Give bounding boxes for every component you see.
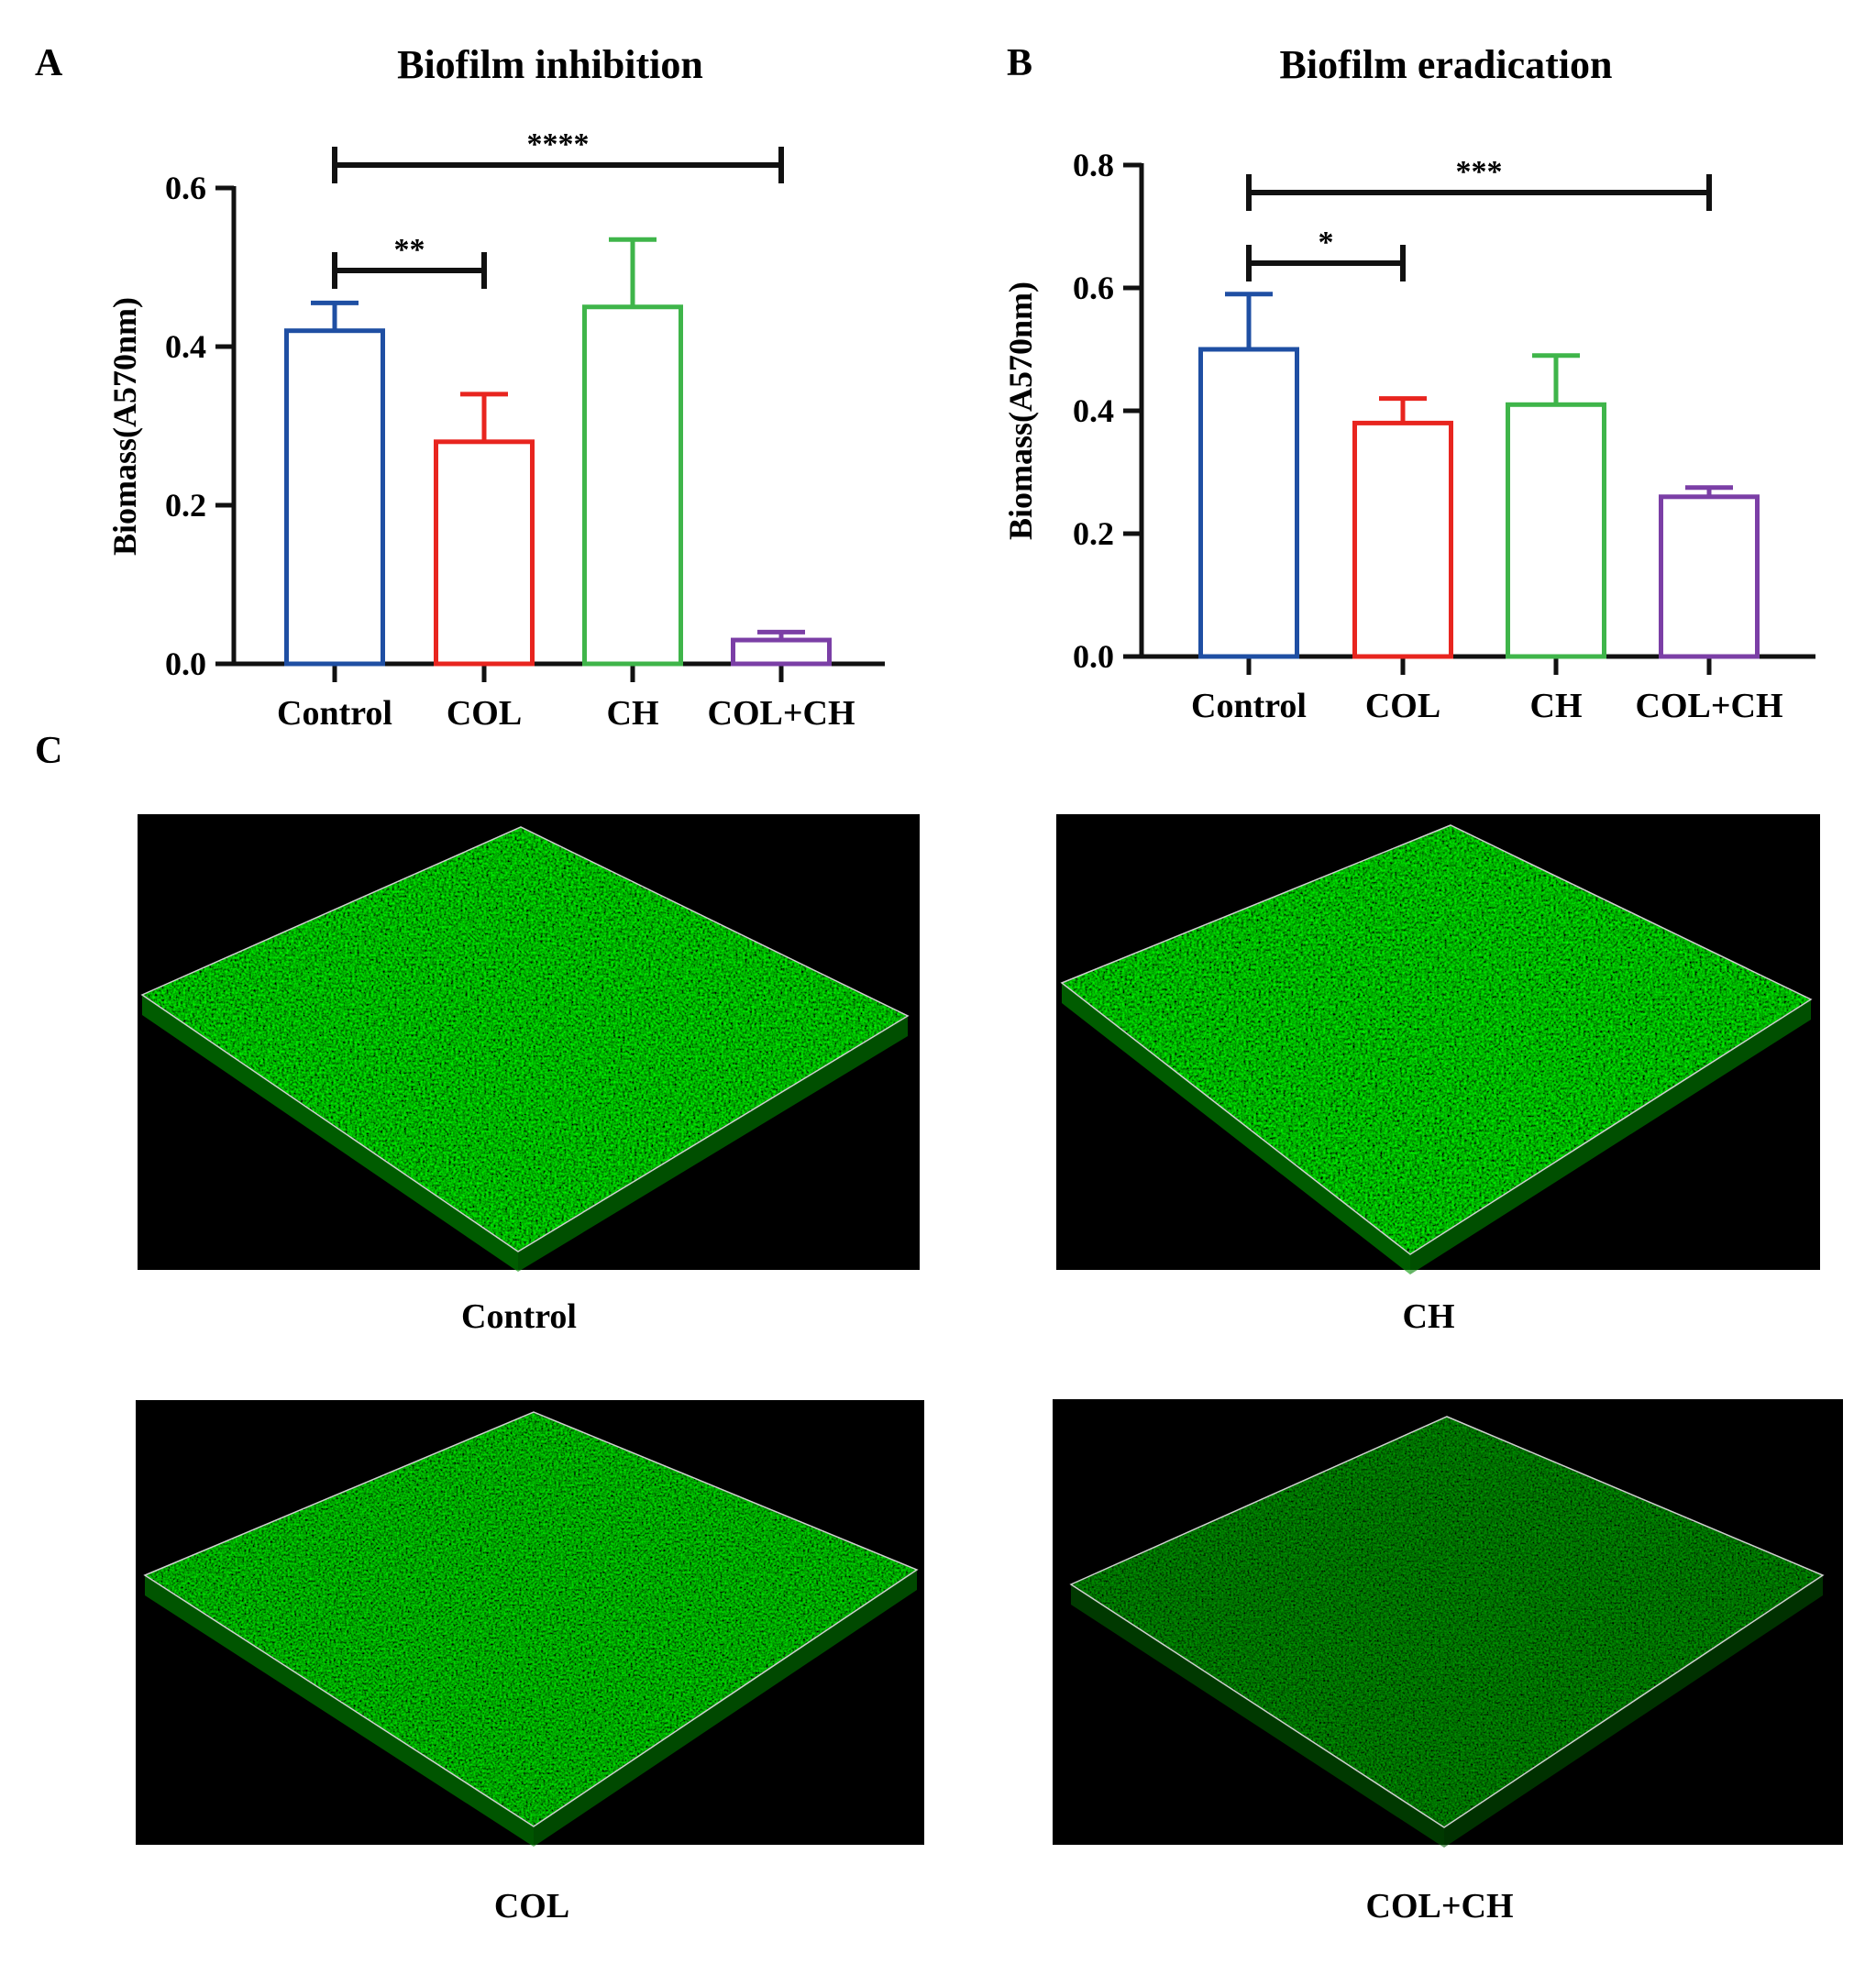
y-tick-label: 0.4: [165, 328, 206, 365]
image-caption: COL: [494, 1887, 569, 1925]
slab-edge: [142, 995, 518, 1272]
bar-col: [434, 439, 535, 667]
y-tick-label: 0.6: [1073, 270, 1114, 306]
slab-edge: [1410, 999, 1811, 1274]
y-axis-title: Biomass(A570nm): [1002, 281, 1039, 540]
slab-edge: [1444, 1575, 1823, 1848]
slab-edge: [518, 1016, 908, 1272]
significance-label: **: [394, 233, 425, 267]
image-caption: Control: [461, 1297, 577, 1336]
bar-col-ch: [1659, 494, 1760, 659]
y-tick-label: 0.8: [1073, 147, 1114, 183]
bar-control: [284, 328, 385, 667]
category-label: COL: [1365, 687, 1440, 725]
confocal-image-ch: CH: [1056, 814, 1820, 1336]
confocal-images: Control CH COL COL+CH: [136, 814, 1843, 1925]
bar-col-ch: [731, 637, 832, 667]
slab-edge: [145, 1575, 534, 1847]
category-label: COL: [447, 694, 522, 733]
significance-label: ****: [527, 127, 590, 161]
slab-edge: [1062, 983, 1410, 1274]
category-label: COL+CH: [1636, 687, 1783, 725]
bar-col: [1352, 420, 1453, 659]
category-label: COL+CH: [708, 694, 855, 733]
slab-edge: [1071, 1584, 1444, 1848]
y-axis-title: Biomass(A570nm): [106, 297, 143, 556]
bounding-box-outline: [140, 826, 910, 1252]
image-caption: CH: [1403, 1297, 1455, 1336]
panel-label: A: [35, 42, 63, 84]
bar-ch: [582, 304, 683, 667]
y-tick-label: 0.2: [165, 487, 206, 524]
y-tick-label: 0.0: [165, 645, 206, 682]
confocal-image-control: Control: [138, 814, 920, 1336]
significance-label: *: [1319, 226, 1334, 259]
chart-biofilm-eradication: B Biofilm eradication Biomass(A570nm) 0.0 0.…: [1002, 42, 1815, 725]
y-tick-label: 0.0: [1073, 638, 1114, 675]
bounding-box-outline: [143, 1411, 919, 1827]
bounding-box-outline: [1069, 1416, 1825, 1828]
slab-edge: [534, 1570, 917, 1847]
category-label: CH: [1530, 687, 1583, 725]
chart-title: Biofilm eradication: [1280, 42, 1613, 87]
y-tick-label: 0.4: [1073, 392, 1114, 429]
confocal-image-col-ch: COL+CH: [1053, 1399, 1843, 1925]
category-label: Control: [277, 694, 392, 733]
chart-biofilm-inhibition: A Biofilm inhibition Biomass(A570nm) 0.0 0.2…: [35, 42, 885, 733]
chart-title: Biofilm inhibition: [397, 42, 703, 87]
panel-label: B: [1007, 42, 1032, 84]
image-caption: COL+CH: [1366, 1887, 1514, 1925]
significance-label: ***: [1456, 155, 1503, 189]
bar-ch: [1506, 402, 1606, 659]
category-label: CH: [607, 694, 659, 733]
y-tick-label: 0.2: [1073, 515, 1114, 552]
category-label: Control: [1191, 687, 1307, 725]
bounding-box-outline: [1060, 824, 1813, 1255]
panel-label-c: C: [35, 730, 62, 772]
confocal-image-col: COL: [136, 1400, 924, 1925]
y-tick-label: 0.6: [165, 170, 206, 206]
bar-control: [1198, 347, 1299, 659]
